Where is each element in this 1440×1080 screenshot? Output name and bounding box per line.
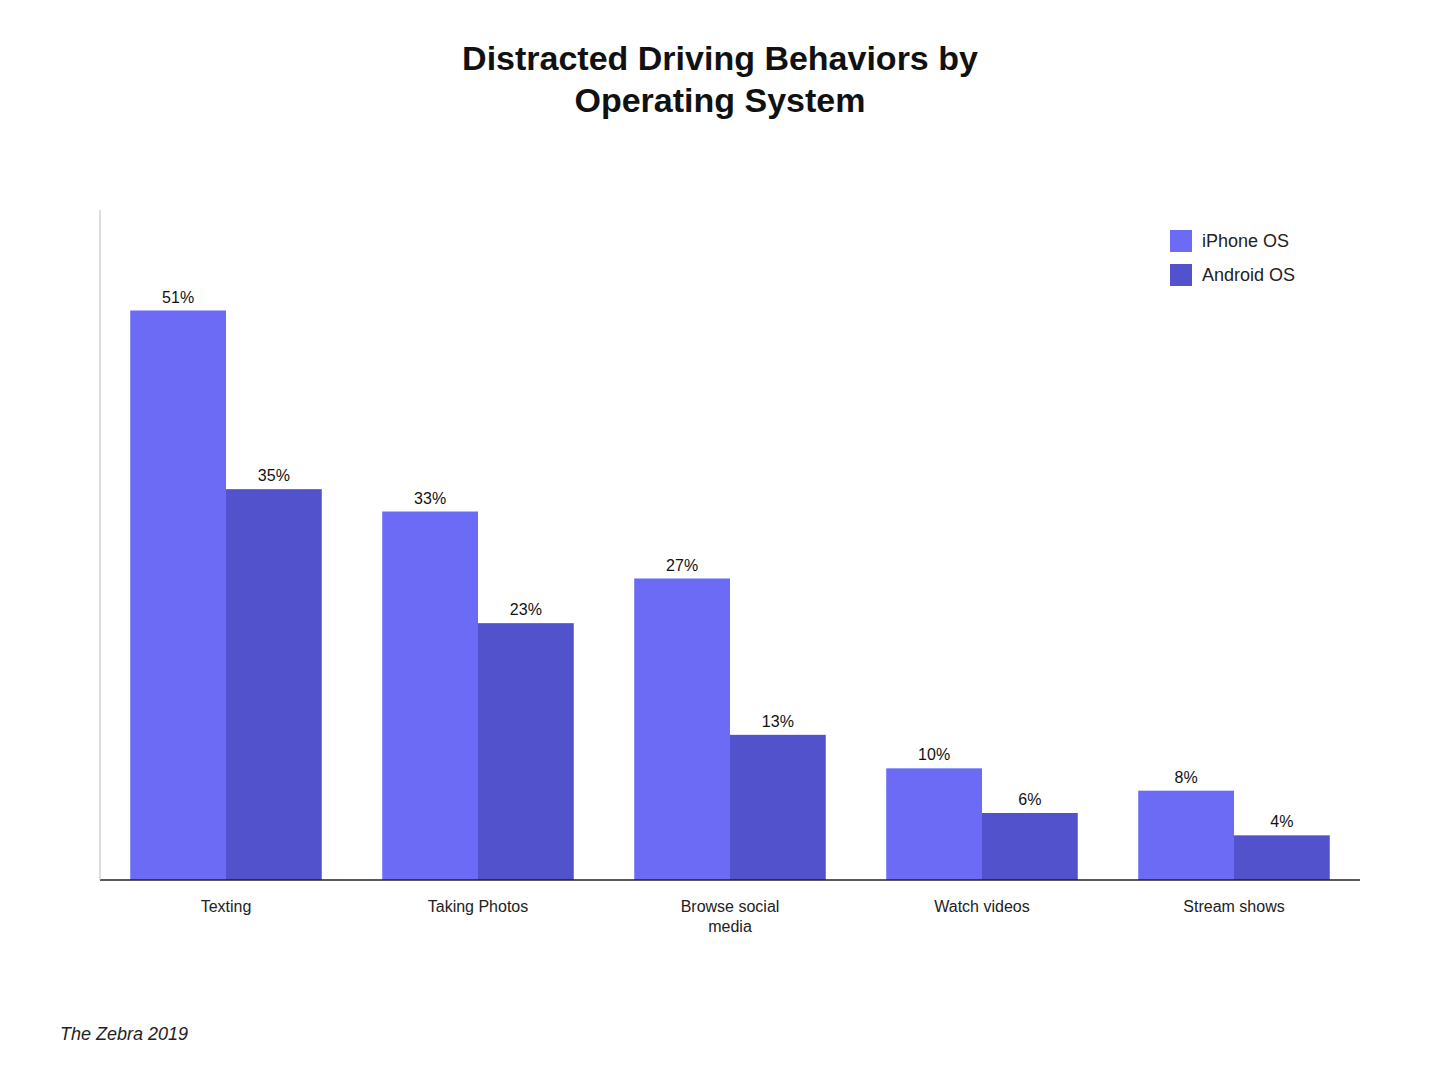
x-tick-label: Texting	[201, 898, 252, 915]
bar	[478, 623, 574, 880]
data-label: 4%	[1270, 813, 1293, 830]
text-line: Taking Photos	[428, 898, 529, 915]
chart-svg: Distracted Driving Behaviors by Operating…	[0, 0, 1440, 1080]
bars	[130, 311, 1330, 881]
text-line: Operating System	[575, 81, 866, 119]
bar	[886, 768, 982, 880]
data-labels: 51% 33% 27% 10% 8% 35% 23% 13% 6% 4%	[162, 289, 1293, 831]
legend-swatch	[1170, 264, 1192, 286]
text-line: Texting	[201, 898, 252, 915]
background	[0, 0, 1440, 1080]
x-tick-label: Stream shows	[1183, 898, 1284, 915]
x-tick-label: Watch videos	[934, 898, 1029, 915]
data-label: 10%	[918, 746, 950, 763]
bar	[982, 813, 1078, 880]
bar	[130, 311, 226, 881]
data-label: 33%	[414, 490, 446, 507]
x-tick-label: Taking Photos	[428, 898, 529, 915]
bar	[730, 735, 826, 880]
text-line: Stream shows	[1183, 898, 1284, 915]
legend-swatch	[1170, 230, 1192, 252]
bar	[382, 512, 478, 881]
data-label: 6%	[1018, 791, 1041, 808]
data-label: 8%	[1175, 769, 1198, 786]
y-axis-line	[100, 210, 101, 880]
data-label: 35%	[258, 467, 290, 484]
source-note: The Zebra 2019	[60, 1024, 188, 1044]
x-tick-label: Browse social media	[681, 898, 780, 935]
legend-label: iPhone OS	[1202, 231, 1289, 251]
legend: iPhone OS Android OS	[1170, 230, 1295, 286]
bar	[634, 579, 730, 881]
text-line: Distracted Driving Behaviors by	[462, 39, 978, 77]
text-line: Watch videos	[934, 898, 1029, 915]
bar	[1234, 835, 1330, 880]
chart-container: Distracted Driving Behaviors by Operating…	[0, 0, 1440, 1080]
bar	[1138, 791, 1234, 880]
text-line: Browse social	[681, 898, 780, 915]
data-label: 27%	[666, 557, 698, 574]
data-label: 51%	[162, 289, 194, 306]
data-label: 23%	[510, 601, 542, 618]
x-axis-line	[100, 879, 1360, 881]
legend-label: Android OS	[1202, 265, 1295, 285]
text-line: media	[708, 918, 752, 935]
data-label: 13%	[762, 713, 794, 730]
bar	[226, 489, 322, 880]
title: Distracted Driving Behaviors by Operating…	[462, 39, 978, 119]
